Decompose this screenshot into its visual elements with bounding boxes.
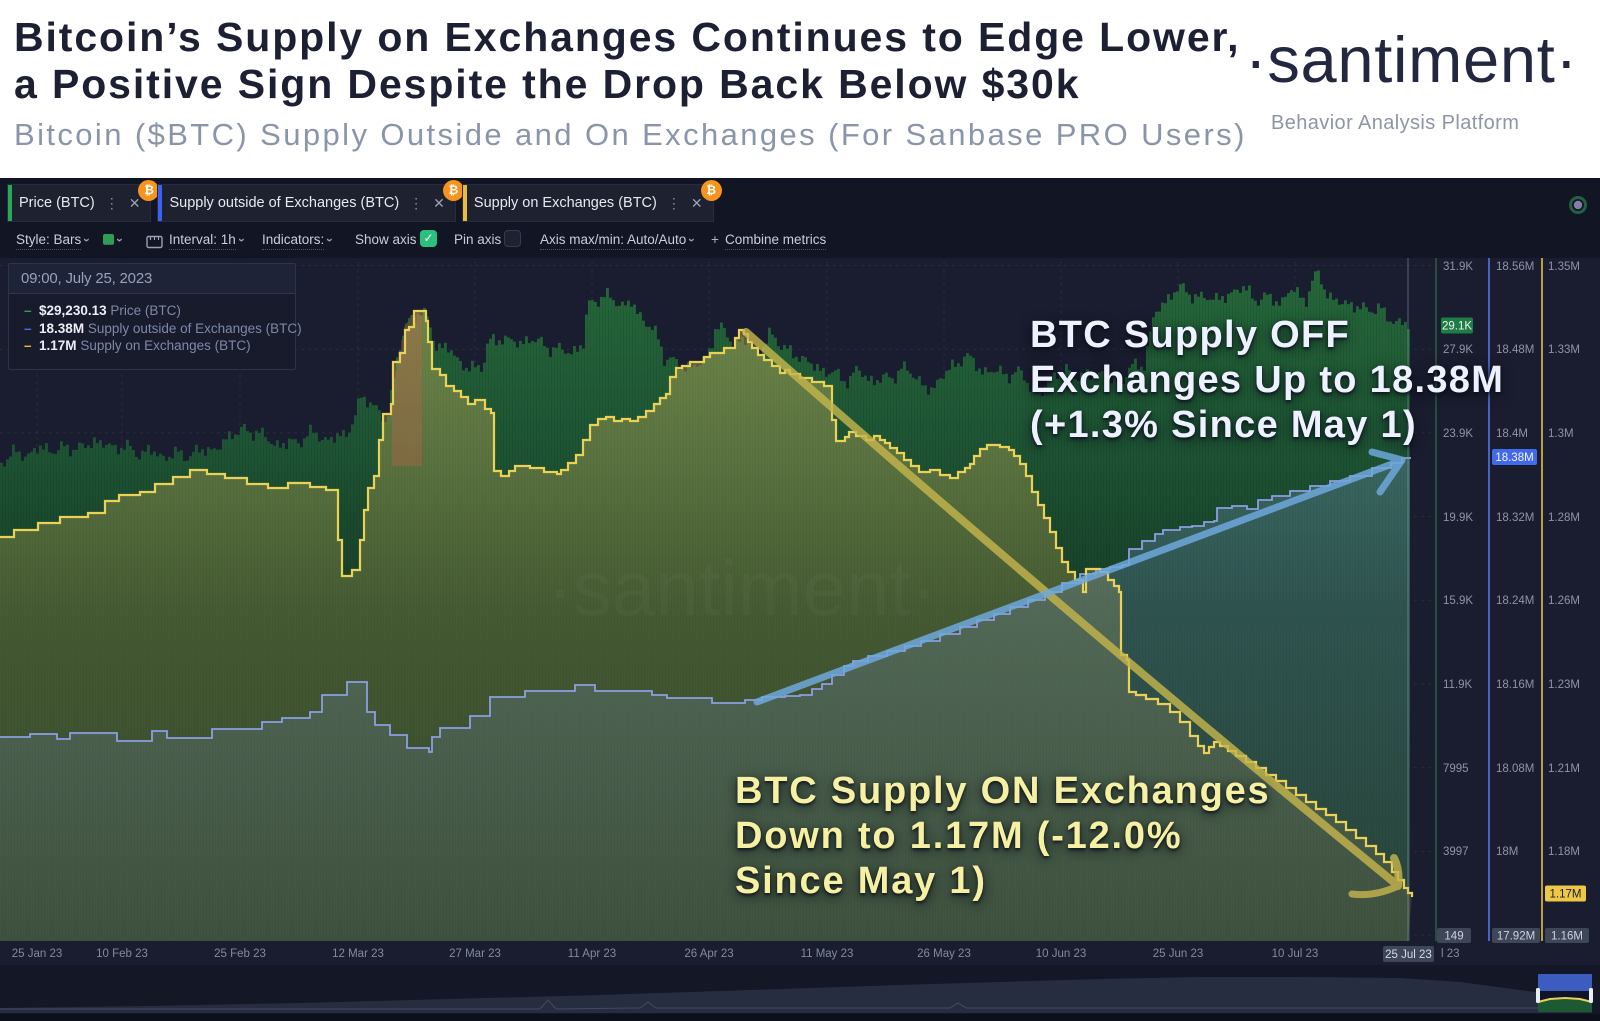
svg-text:25 Jun 23: 25 Jun 23 (1153, 948, 1204, 960)
svg-text:27 Mar 23: 27 Mar 23 (449, 948, 501, 960)
svg-text:10 Jun 23: 10 Jun 23 (1036, 948, 1087, 960)
svg-text:1.28M: 1.28M (1548, 512, 1580, 524)
svg-text:1.23M: 1.23M (1548, 679, 1580, 691)
svg-text:7995: 7995 (1443, 763, 1469, 775)
svg-text:26 Apr 23: 26 Apr 23 (684, 948, 733, 960)
svg-text:3997: 3997 (1443, 846, 1469, 858)
svg-text:11 May 23: 11 May 23 (801, 948, 854, 960)
svg-text:29.1K: 29.1K (1442, 321, 1472, 333)
svg-text:10 Jul 23: 10 Jul 23 (1272, 948, 1319, 960)
svg-text:25 Feb 23: 25 Feb 23 (214, 948, 266, 960)
svg-text:18.48M: 18.48M (1496, 344, 1534, 356)
svg-text:18.38M: 18.38M (1495, 452, 1533, 464)
svg-text:31.9K: 31.9K (1443, 261, 1473, 273)
svg-text:25 Jan 23: 25 Jan 23 (12, 948, 63, 960)
svg-text:11 Apr 23: 11 Apr 23 (568, 948, 616, 960)
svg-text:1.26M: 1.26M (1548, 595, 1580, 607)
svg-text:149: 149 (1444, 931, 1463, 943)
svg-text:l 23: l 23 (1441, 948, 1460, 960)
svg-text:15.9K: 15.9K (1443, 595, 1473, 607)
svg-text:18M: 18M (1496, 846, 1518, 858)
svg-text:18.56M: 18.56M (1496, 261, 1534, 273)
svg-text:1.35M: 1.35M (1548, 261, 1580, 273)
svg-text:1.17M: 1.17M (1550, 889, 1582, 901)
svg-text:1.16M: 1.16M (1551, 931, 1583, 943)
svg-text:10 Feb 23: 10 Feb 23 (96, 948, 148, 960)
svg-text:1.3M: 1.3M (1548, 428, 1574, 440)
svg-text:18.24M: 18.24M (1496, 595, 1534, 607)
svg-text:11.9K: 11.9K (1443, 679, 1473, 691)
svg-text:27.9K: 27.9K (1443, 344, 1473, 356)
svg-text:18.08M: 18.08M (1496, 763, 1534, 775)
svg-text:23.9K: 23.9K (1443, 428, 1473, 440)
svg-text:25 Jul 23: 25 Jul 23 (1385, 949, 1432, 961)
svg-text:12 Mar 23: 12 Mar 23 (332, 948, 384, 960)
svg-text:1.21M: 1.21M (1548, 763, 1580, 775)
svg-text:18.32M: 18.32M (1496, 512, 1534, 524)
svg-text:1.18M: 1.18M (1548, 846, 1580, 858)
svg-text:1.33M: 1.33M (1548, 344, 1580, 356)
svg-text:19.9K: 19.9K (1443, 512, 1473, 524)
svg-text:17.92M: 17.92M (1497, 931, 1535, 943)
svg-text:26 May 23: 26 May 23 (917, 948, 971, 960)
svg-text:18.4M: 18.4M (1496, 428, 1528, 440)
svg-text:·santiment·: ·santiment· (547, 544, 937, 632)
svg-text:18.16M: 18.16M (1496, 679, 1534, 691)
